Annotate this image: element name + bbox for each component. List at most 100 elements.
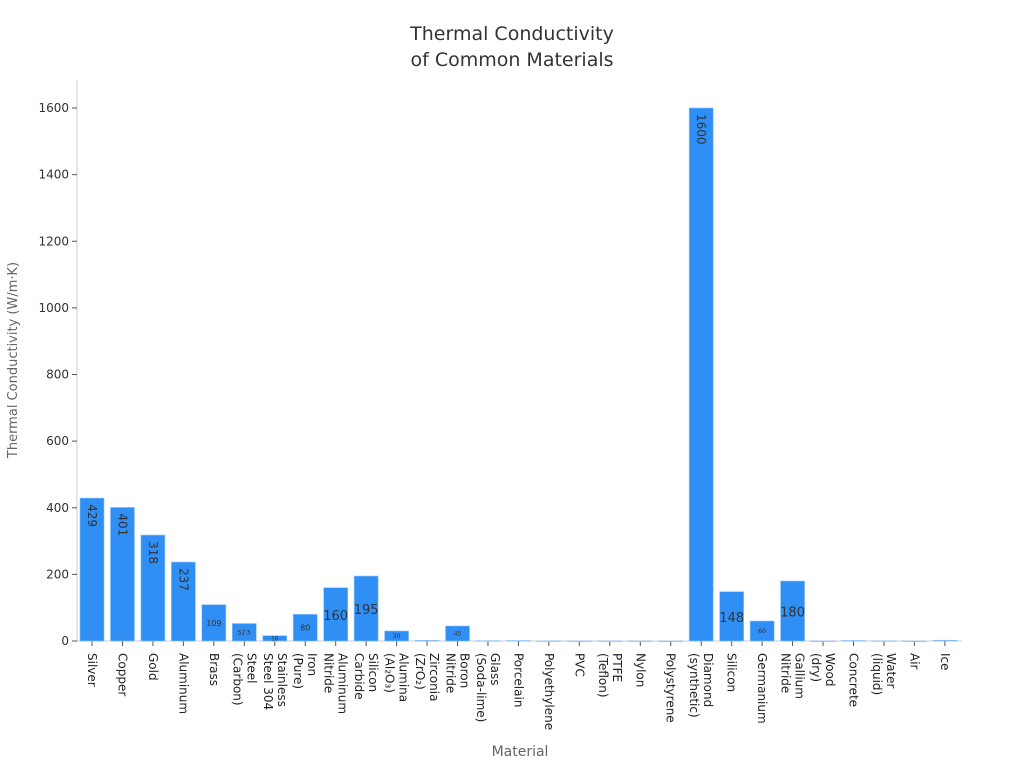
x-tick-label: (Pure) xyxy=(291,653,305,689)
data-label: 160 xyxy=(323,609,348,624)
x-tick-label: PTFE xyxy=(610,653,624,682)
x-tick-label: Diamond xyxy=(701,653,715,707)
x-tick-label: Water xyxy=(884,653,898,689)
bar xyxy=(780,580,805,642)
y-tick-label: 0 xyxy=(61,634,69,648)
x-tick-label: (synthetic) xyxy=(687,653,701,718)
x-tick-label: Polystyrene xyxy=(664,653,678,723)
bar xyxy=(140,534,166,642)
bar xyxy=(79,497,105,642)
data-label: 30 xyxy=(393,633,401,640)
x-tick-label: Aluminum xyxy=(336,653,350,714)
x-tick-label: Gallium xyxy=(793,653,807,699)
x-tick-label: Silicon xyxy=(366,653,380,692)
bar xyxy=(110,507,135,642)
y-tick-label: 1000 xyxy=(38,301,69,315)
bar xyxy=(171,561,196,642)
x-tick-label: Nitride xyxy=(779,653,793,693)
y-tick-label: 1600 xyxy=(38,101,69,115)
bar xyxy=(292,614,318,642)
data-label: 80 xyxy=(300,624,310,633)
x-tick-label: Nylon xyxy=(633,653,647,687)
data-label: 60 xyxy=(758,628,766,635)
x-tick-label: Silicon xyxy=(725,653,739,692)
x-tick-label: Glass xyxy=(488,653,502,686)
x-tick-label: Porcelain xyxy=(511,653,525,707)
bar xyxy=(749,620,775,642)
y-tick-label: 200 xyxy=(46,567,69,581)
x-tick-label: Concrete xyxy=(847,653,861,707)
x-tick-label: Boron xyxy=(458,653,472,688)
data-label: 429 xyxy=(85,504,99,527)
x-tick-label: Wood xyxy=(823,653,837,686)
chart-title-line2: of Common Materials xyxy=(410,49,613,71)
data-label: 180 xyxy=(780,606,805,621)
y-tick-label: 1200 xyxy=(38,234,69,248)
x-tick-label: (liquid) xyxy=(870,653,884,695)
bar xyxy=(688,107,714,642)
bar xyxy=(810,640,836,642)
x-tick-label: (ZrO₂) xyxy=(413,653,427,690)
bar xyxy=(506,640,531,642)
bar xyxy=(384,630,409,642)
bar xyxy=(475,640,501,642)
data-label: 52.5 xyxy=(238,629,252,636)
x-tick-label: Iron xyxy=(305,653,319,676)
x-tick-label: Steel 304 xyxy=(261,653,275,710)
x-tick-label: Steel xyxy=(244,653,258,683)
x-tick-label: (dry) xyxy=(809,653,823,682)
data-label: 109 xyxy=(206,619,221,628)
x-axis-label: Material xyxy=(492,744,549,760)
x-tick-label: Germanium xyxy=(755,653,769,724)
x-tick-label: Ice xyxy=(938,653,952,671)
data-label: 401 xyxy=(115,513,129,536)
x-tick-label: Stainless xyxy=(275,653,289,707)
x-tick-label: Air xyxy=(907,653,921,670)
bar xyxy=(353,575,379,642)
bar xyxy=(232,623,257,642)
bar xyxy=(597,640,623,642)
bar xyxy=(201,604,227,642)
bar xyxy=(658,640,684,642)
x-tick-label: Alumina xyxy=(397,653,411,702)
y-tick-label: 1400 xyxy=(38,168,69,182)
bar xyxy=(445,625,470,642)
data-label: 148 xyxy=(719,611,744,626)
x-tick-label: Zirconia xyxy=(427,653,441,701)
x-tick-label: (Carbon) xyxy=(230,653,244,706)
data-label: 237 xyxy=(176,568,190,591)
bar xyxy=(627,640,653,642)
y-tick-label: 800 xyxy=(46,368,69,382)
x-tick-label: Polyethylene xyxy=(542,653,556,730)
y-tick-label: 600 xyxy=(46,434,69,448)
x-tick-label: Gold xyxy=(146,653,160,681)
bar xyxy=(536,640,562,642)
x-tick-label: (Al₂O₃) xyxy=(383,653,397,693)
bar xyxy=(414,640,440,642)
x-tick-label: Silver xyxy=(85,653,99,687)
bar xyxy=(841,640,866,642)
bar xyxy=(719,591,744,642)
data-label: 45 xyxy=(454,631,462,638)
y-tick-label: 400 xyxy=(46,501,69,515)
bar xyxy=(567,640,592,642)
x-tick-label: Nitride xyxy=(444,653,458,693)
bar xyxy=(902,640,927,642)
data-label: 16 xyxy=(271,635,279,642)
x-tick-label: (Teflon) xyxy=(596,653,610,698)
x-tick-label: (Soda-lime) xyxy=(474,653,488,722)
bar xyxy=(871,640,897,642)
x-tick-label: Carbide xyxy=(352,653,366,700)
y-axis-label: Thermal Conductivity (W/m·K) xyxy=(6,262,21,459)
x-tick-label: Copper xyxy=(115,653,129,696)
data-label: 1600 xyxy=(694,114,708,145)
data-label: 318 xyxy=(146,541,160,564)
bar xyxy=(323,587,348,642)
x-tick-label: Aluminum xyxy=(176,653,190,714)
data-label: 195 xyxy=(354,603,379,618)
x-tick-label: Nitride xyxy=(322,653,336,693)
x-tick-label: Brass xyxy=(207,653,221,686)
bar xyxy=(262,635,288,642)
chart-title-line1: Thermal Conductivity xyxy=(409,23,614,45)
